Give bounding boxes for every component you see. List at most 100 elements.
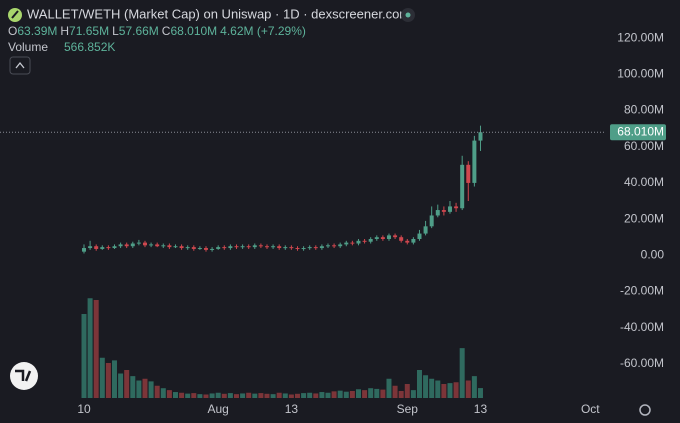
candle-body (88, 246, 93, 249)
candle-body (258, 245, 263, 247)
settings-icon[interactable] (639, 404, 651, 416)
volume-bar (215, 392, 221, 398)
candle-body (112, 246, 117, 249)
volume-bar (227, 393, 233, 398)
candle-body (118, 244, 123, 247)
last-price-tag (610, 124, 666, 141)
volume-bar (423, 375, 429, 398)
candle-body (203, 248, 208, 250)
volume-bar (453, 382, 459, 398)
volume-bar (301, 393, 307, 398)
y-tick-label: -40.00M (620, 320, 664, 334)
candle-body (228, 246, 233, 249)
y-tick-label: 0.00 (641, 247, 665, 261)
candle-body (338, 244, 343, 247)
volume-bar (392, 385, 398, 398)
volume-bar (349, 391, 355, 398)
candle-body (100, 247, 105, 249)
candle-body (124, 244, 129, 247)
volume-bar (252, 393, 258, 398)
y-tick-label: -20.00M (620, 284, 664, 298)
volume-bar (197, 394, 203, 398)
candle-body (435, 210, 440, 216)
candle-body (313, 247, 318, 249)
candle-body (240, 246, 245, 248)
candle-body (374, 237, 379, 239)
y-tick-label: 20.00M (624, 211, 664, 225)
volume-bar (471, 376, 477, 398)
volume-bar (416, 370, 422, 398)
volume-bar (331, 391, 337, 398)
volume-bar (447, 383, 453, 398)
candle-body (441, 210, 446, 212)
ohlc-value: 71.65M (69, 24, 109, 38)
volume-bar (209, 393, 215, 398)
candle-body (472, 140, 477, 183)
candle-body (94, 246, 99, 249)
x-tick-label: Oct (581, 402, 600, 416)
ohlc-value: 63.39M (17, 24, 57, 38)
x-tick-label: Aug (208, 402, 229, 416)
candle-body (289, 247, 294, 249)
volume-bar (246, 392, 252, 398)
volume-bar (99, 357, 105, 398)
candle-body (466, 164, 471, 183)
candle-body (264, 246, 269, 248)
volume-bar (404, 384, 410, 398)
candle-body (417, 233, 422, 239)
collapse-button[interactable] (9, 56, 31, 75)
ohlc-legend: O 63.39M H 71.65M L 57.66M C 68.010M 4.62M (+7.2… (8, 24, 306, 38)
volume-bar (233, 394, 239, 398)
volume-bar (307, 392, 313, 398)
volume-bar (276, 392, 282, 398)
candle-body (277, 246, 282, 249)
ohlc-key: L (112, 24, 119, 38)
x-tick-label: Sep (397, 402, 419, 416)
y-tick-label: 40.00M (624, 175, 664, 189)
volume-label: Volume (8, 40, 48, 54)
candle-body (191, 247, 196, 249)
candle-body (393, 235, 398, 238)
candle-body (362, 240, 367, 242)
plot (81, 125, 483, 398)
volume-bar (313, 393, 319, 398)
candle-body (130, 243, 135, 247)
logo-mark (15, 369, 32, 382)
volume-value: 566.852K (64, 40, 115, 54)
candle-body (210, 248, 215, 250)
volume-bar (118, 373, 124, 398)
volume-bar (435, 380, 441, 398)
volume-bar (87, 298, 93, 398)
candle-body (252, 245, 257, 248)
x-tick-label: 13 (474, 402, 488, 416)
candle-body (350, 242, 355, 244)
x-tick-label: 13 (285, 402, 299, 416)
candle-body (332, 245, 337, 247)
volume-bar (270, 394, 276, 398)
candle-body (399, 237, 404, 241)
candle-body (222, 247, 227, 249)
chevron-icon (15, 61, 25, 69)
candle-body (283, 247, 288, 249)
volume-bar (105, 363, 111, 398)
volume-bar (465, 380, 471, 398)
candle-body (478, 132, 483, 141)
volume-bar (386, 378, 392, 398)
candle-body (155, 244, 160, 247)
candle-body (356, 240, 361, 244)
visibility-toggle[interactable] (401, 8, 415, 22)
ohlc-key: C (162, 24, 171, 38)
candle-body (185, 247, 190, 249)
candle-body (454, 206, 459, 209)
chart-title: WALLET/WETH (Market Cap) on Uniswap · 1D… (27, 6, 410, 21)
volume-bar (258, 393, 264, 398)
token-icon-mark (11, 10, 19, 19)
ohlc-key: O (8, 24, 17, 38)
volume-bar (160, 388, 166, 398)
volume-bar (398, 391, 404, 398)
y-tick-label: 60.00M (624, 139, 664, 153)
volume-bar (380, 389, 386, 398)
volume-bar (362, 390, 368, 398)
volume-bar (319, 392, 325, 398)
